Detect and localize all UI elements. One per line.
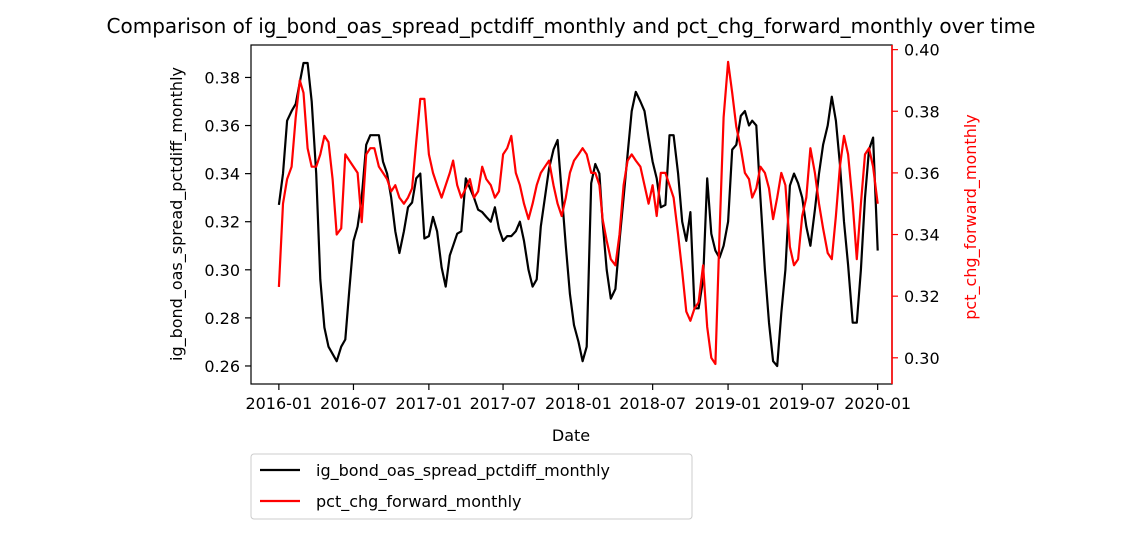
x-tick-label: 2019-07 xyxy=(769,394,836,413)
y-axis-left-label: ig_bond_oas_spread_pctdiff_monthly xyxy=(167,67,187,361)
x-tick-label: 2019-01 xyxy=(695,394,762,413)
x-tick-label: 2020-01 xyxy=(844,394,911,413)
legend-label-right: pct_chg_forward_monthly xyxy=(316,492,522,512)
y-left-tick-label: 0.28 xyxy=(204,309,240,328)
y-right-tick-label: 0.30 xyxy=(904,349,940,368)
x-tick-label: 2018-01 xyxy=(545,394,612,413)
x-axis: 2016-01 2016-07 2017-01 2017-07 2018-01 2018-… xyxy=(245,384,911,413)
x-tick-label: 2018-07 xyxy=(619,394,686,413)
x-tick-label: 2016-01 xyxy=(245,394,312,413)
y-left-tick-label: 0.30 xyxy=(204,261,240,280)
series-line-right xyxy=(277,60,879,366)
y-left-tick-label: 0.36 xyxy=(204,117,240,136)
plot-lines xyxy=(277,60,879,368)
plot-area-frame xyxy=(250,44,893,385)
y-axis-left: 0.26 0.28 0.30 0.32 0.34 0.36 0.38 xyxy=(204,68,251,376)
x-tick-label: 2016-07 xyxy=(320,394,387,413)
y-right-tick-label: 0.34 xyxy=(904,226,940,245)
series-line-left xyxy=(277,61,879,368)
chart-title: Comparison of ig_bond_oas_spread_pctdiff… xyxy=(107,14,1036,38)
y-left-tick-label: 0.26 xyxy=(204,357,240,376)
x-tick-label: 2017-07 xyxy=(470,394,537,413)
y-right-tick-label: 0.32 xyxy=(904,287,940,306)
y-left-tick-label: 0.38 xyxy=(204,68,240,87)
y-right-tick-label: 0.40 xyxy=(904,41,940,60)
x-axis-label: Date xyxy=(552,426,590,445)
y-right-tick-label: 0.36 xyxy=(904,164,940,183)
y-left-tick-label: 0.32 xyxy=(204,213,240,232)
y-axis-right-label: pct_chg_forward_monthly xyxy=(961,114,981,320)
x-tick-label: 2017-01 xyxy=(395,394,462,413)
legend: ig_bond_oas_spread_pctdiff_monthly pct_c… xyxy=(250,453,693,520)
y-axis-right: 0.30 0.32 0.34 0.36 0.38 0.40 xyxy=(892,41,940,368)
y-left-tick-label: 0.34 xyxy=(204,165,240,184)
legend-label-left: ig_bond_oas_spread_pctdiff_monthly xyxy=(316,461,610,481)
legend-box xyxy=(250,453,693,520)
y-right-tick-label: 0.38 xyxy=(904,102,940,121)
